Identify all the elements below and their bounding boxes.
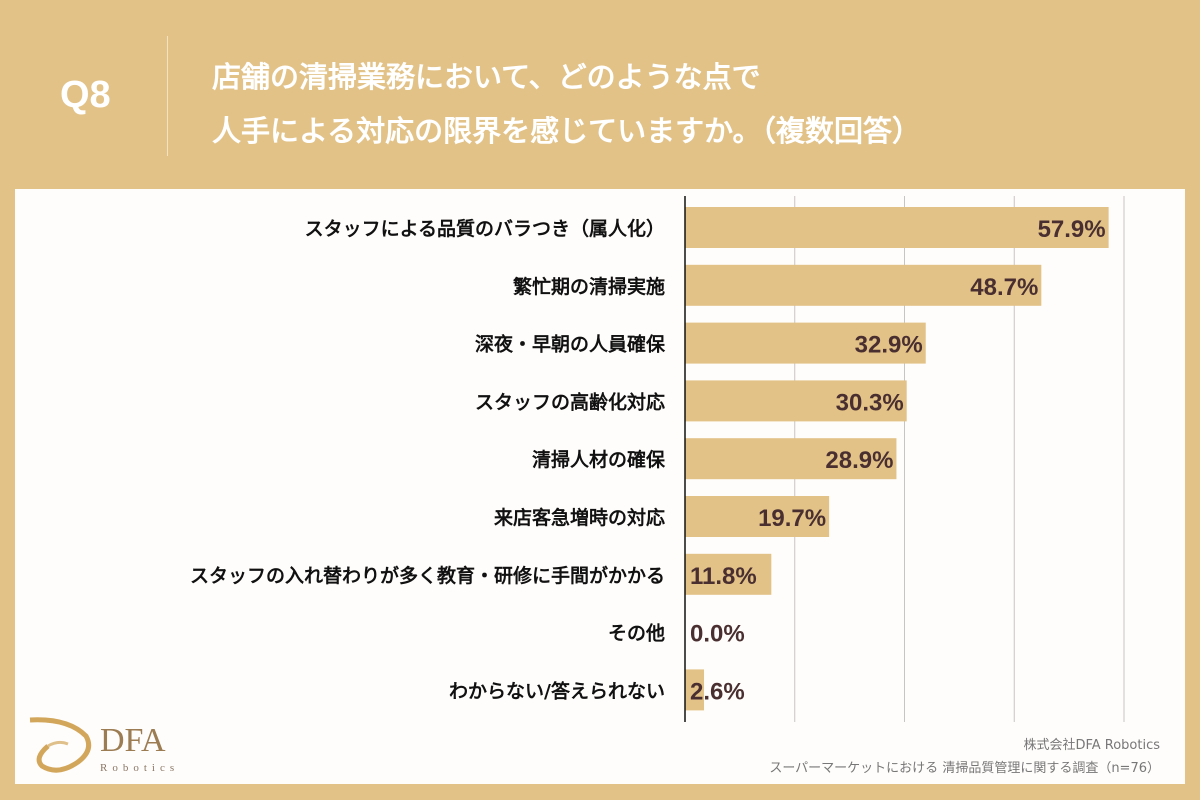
value-label: 32.9% [855,332,923,359]
value-label: 30.3% [836,389,904,416]
bar [685,438,897,480]
question-number: Q8 [60,74,111,116]
bar [685,380,907,422]
value-label: 11.8% [690,563,757,590]
logo-text: DFA [100,722,166,759]
value-label: 0.0% [690,621,745,648]
category-label: 来店客急増時の対応 [494,506,665,529]
category-label: スタッフの高齢化対応 [475,390,665,413]
bar [685,207,1109,248]
value-label: 19.7% [758,505,826,532]
source-company: 株式会社DFA Robotics [1023,738,1160,753]
question-title: 店舗の清掃業務において、どのような点で 人手による対応の限界を感じていますか。（… [212,50,921,158]
bar [685,264,1042,306]
dfa-logo-icon [29,717,92,773]
logo-subtext: Robotics [100,762,180,774]
header-divider [167,36,168,156]
category-label: わからない/答えられない [449,679,665,702]
category-label: 繁忙期の清掃実施 [513,275,665,298]
source-survey: スーパーマーケットにおける 清掃品質管理に関する調査（n=76） [769,761,1160,776]
value-label: 57.9% [1038,216,1106,243]
category-label: スタッフの入れ替わりが多く教育・研修に手間がかかる [190,564,665,587]
title-line-1: 店舗の清掃業務において、どのような点で [212,60,761,94]
category-label: 清掃人材の確保 [532,448,666,471]
value-label: 2.6% [690,678,745,705]
bar [685,322,926,364]
category-label: その他 [608,622,665,645]
bar [685,669,705,711]
category-label: スタッフによる品質のバラつき（属人化） [305,217,665,240]
value-label: 28.9% [825,447,893,474]
title-line-2: 人手による対応の限界を感じていますか。（複数回答） [212,114,922,148]
category-label: 深夜・早朝の人員確保 [475,333,666,356]
bar [685,496,830,537]
value-label: 48.7% [970,274,1038,301]
bar [685,553,772,595]
